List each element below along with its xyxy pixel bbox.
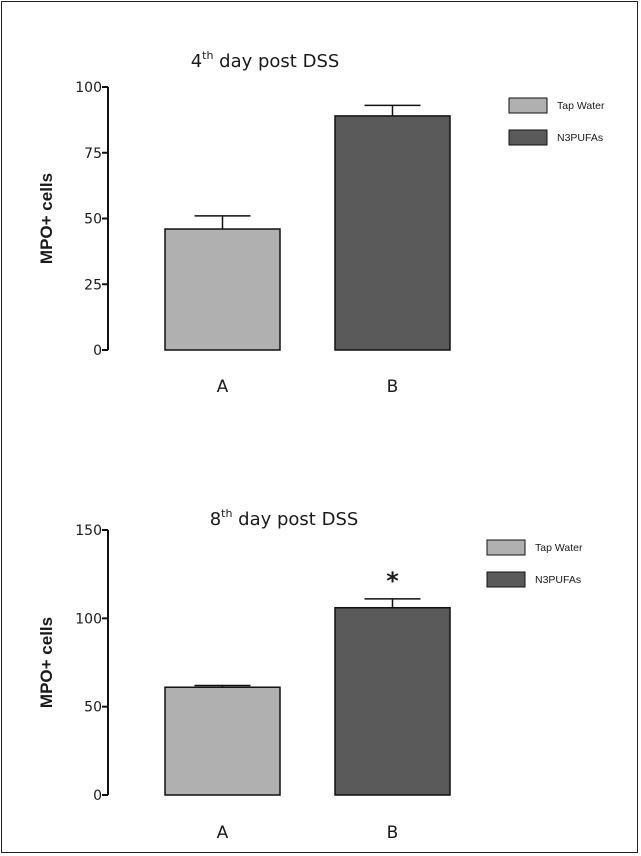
bar-A bbox=[164, 686, 281, 796]
y-tick-label: 50 bbox=[84, 212, 102, 228]
y-tick-label: 100 bbox=[75, 611, 102, 627]
chart-title: 4th day post DSS bbox=[191, 49, 340, 72]
category-label: A bbox=[217, 377, 229, 397]
legend-swatch bbox=[508, 129, 548, 146]
legend-swatch bbox=[508, 97, 548, 114]
legend-label: N3PUFAs bbox=[535, 574, 581, 586]
chart-panel-2: 8th day post DSS 0 50 100 150 MPO+ cells A B * Ta… bbox=[37, 507, 583, 843]
legend-label: N3PUFAs bbox=[557, 132, 603, 144]
bar-B bbox=[334, 606, 451, 796]
bar-B bbox=[334, 115, 451, 351]
category-label: B bbox=[387, 377, 399, 397]
category-label: A bbox=[217, 823, 229, 843]
y-tick-label: 75 bbox=[84, 146, 102, 162]
y-tick-label: 150 bbox=[75, 523, 102, 539]
chart-title: 8th day post DSS bbox=[210, 507, 359, 530]
legend-swatch bbox=[486, 571, 526, 588]
legend-label: Tap Water bbox=[557, 100, 605, 112]
legend-label: Tap Water bbox=[535, 542, 583, 554]
category-label: B bbox=[387, 823, 399, 843]
legend-swatch bbox=[486, 539, 526, 556]
y-tick-label: 0 bbox=[93, 788, 102, 804]
y-tick-label: 100 bbox=[75, 80, 102, 96]
significance-marker: * bbox=[386, 567, 399, 595]
y-axis-label: MPO+ cells bbox=[37, 617, 56, 708]
y-axis-label: MPO+ cells bbox=[37, 173, 56, 264]
chart-panel-1: 4th day post DSS 0 25 50 75 100 MPO+ cells A B Ta… bbox=[37, 49, 605, 397]
y-tick-label: 0 bbox=[93, 343, 102, 359]
y-tick-label: 50 bbox=[84, 700, 102, 716]
y-tick-label: 25 bbox=[84, 277, 102, 293]
bar-A bbox=[164, 228, 281, 351]
